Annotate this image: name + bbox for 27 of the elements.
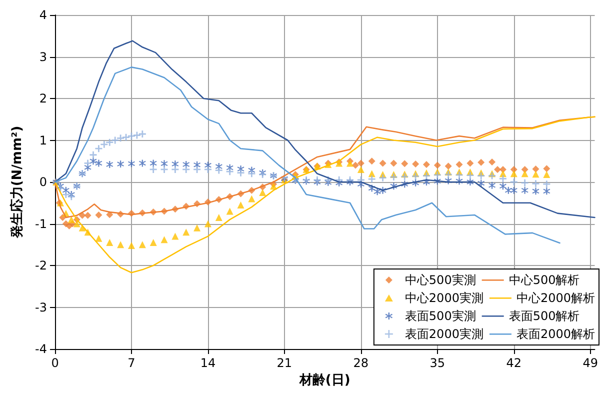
x-tick-label: 0	[51, 356, 59, 370]
legend-label: 中心2000実測	[404, 291, 484, 305]
y-tick-label: 2	[39, 92, 47, 106]
y-tick-label: 4	[39, 8, 47, 22]
x-axis-title: 材齢(日)	[298, 372, 350, 388]
legend-label: 表面2000解析	[516, 327, 596, 341]
y-axis-title: 発生応力(N/mm²)	[9, 126, 26, 240]
y-tick-label: -4	[35, 342, 47, 356]
y-tick-label: -2	[35, 258, 47, 272]
y-tick-label: 1	[39, 133, 47, 148]
legend-label: 表面2000実測	[404, 327, 484, 341]
legend-label: 中心500解析	[508, 273, 580, 287]
y-tick-label: -1	[35, 216, 47, 231]
y-tick-label: -3	[35, 300, 47, 314]
y-tick-label: 3	[39, 50, 47, 64]
x-tick-label: 21	[276, 356, 292, 370]
x-tick-label: 28	[353, 356, 369, 370]
x-tick-label: 7	[128, 356, 136, 370]
x-tick-label: 14	[200, 356, 216, 370]
legend-label: 中心2000解析	[516, 291, 596, 305]
y-tick-label: 0	[39, 175, 47, 189]
legend-label: 表面500実測	[404, 309, 476, 323]
x-tick-label: 49	[582, 356, 598, 370]
x-tick-label: 42	[506, 356, 522, 370]
legend-label: 中心500実測	[404, 273, 476, 287]
x-tick-label: 35	[430, 356, 446, 370]
legend-label: 表面500解析	[508, 309, 580, 323]
